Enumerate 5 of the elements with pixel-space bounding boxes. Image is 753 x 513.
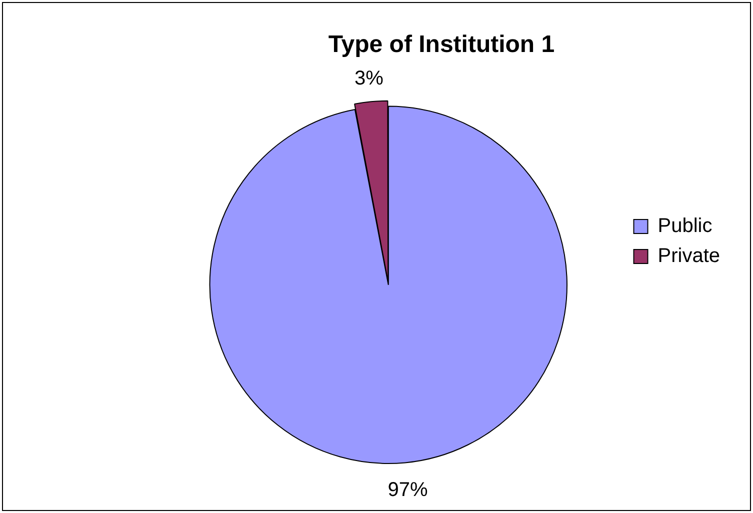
data-label: 3%	[354, 68, 384, 90]
legend-label: Private	[658, 245, 720, 268]
data-label: 97%	[388, 479, 428, 502]
chart-title: Type of Institution 1	[328, 31, 555, 58]
legend-label: Public	[658, 215, 712, 238]
